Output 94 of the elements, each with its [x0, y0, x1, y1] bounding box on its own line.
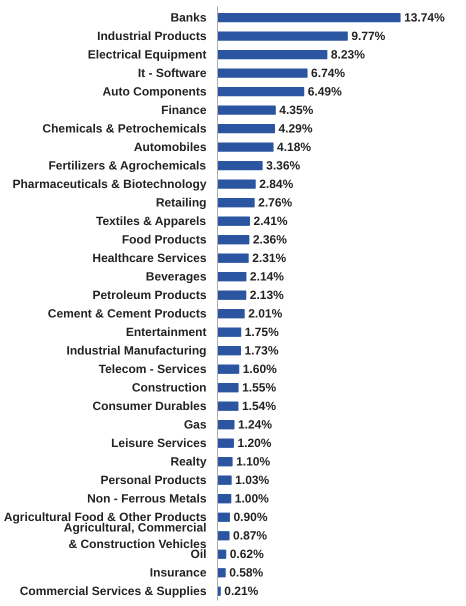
- y-tick-label: Leisure Services: [111, 436, 207, 450]
- y-tick-label: Construction: [132, 380, 207, 395]
- data-label: 3.36%: [266, 158, 301, 173]
- data-label: 1.73%: [244, 344, 279, 358]
- y-tick-label: Pharmaceuticals & Biotechnology: [12, 177, 207, 192]
- bar: [218, 198, 255, 208]
- data-label: 0.90%: [233, 510, 268, 524]
- y-tick-label: Petroleum Products: [92, 288, 207, 302]
- bar: [218, 86, 304, 96]
- data-label: 1.03%: [235, 473, 270, 488]
- data-label: 1.55%: [242, 380, 276, 395]
- bar: [218, 50, 328, 60]
- bar: [218, 216, 250, 226]
- data-label: 2.13%: [250, 288, 284, 302]
- bar: [218, 254, 249, 263]
- bar: [218, 402, 238, 411]
- bar: [218, 586, 221, 596]
- data-label: 9.77%: [351, 29, 386, 44]
- y-tick-label: It - Software: [138, 66, 207, 80]
- bar: [218, 124, 276, 134]
- y-tick-label: Healthcare Services: [92, 251, 207, 266]
- data-label: 2.41%: [254, 214, 288, 228]
- data-label: 6.74%: [311, 66, 346, 80]
- bar: [218, 234, 250, 244]
- y-tick-label: Industrial Manufacturing: [66, 344, 207, 358]
- y-tick-label: Textiles & Apparels: [96, 214, 206, 228]
- y-tick-label: Insurance: [150, 566, 207, 580]
- bar: [218, 328, 242, 337]
- bar: [218, 179, 256, 189]
- bar: [218, 12, 401, 22]
- bar: [218, 272, 246, 282]
- data-label: 1.10%: [236, 454, 270, 469]
- y-tick-label: Fertilizers & Agrochemicals: [48, 158, 206, 173]
- data-label: 1.60%: [242, 362, 278, 376]
- y-tick-label: Realty: [170, 454, 207, 469]
- bar: [218, 346, 241, 356]
- y-tick-label: Non - Ferrous Metals: [87, 492, 207, 506]
- data-label: 8.23%: [330, 48, 366, 62]
- data-label: 4.18%: [277, 140, 312, 154]
- y-tick-label: Commercial Services & Supplies: [20, 584, 207, 598]
- bar: [218, 309, 245, 318]
- bar: [218, 457, 233, 466]
- y-tick-label: Finance: [161, 103, 207, 118]
- bar: [218, 550, 226, 559]
- bar: [218, 31, 348, 41]
- bar: [218, 160, 263, 170]
- data-label: 4.29%: [278, 122, 313, 136]
- bar: [218, 142, 274, 152]
- bar: [218, 105, 276, 115]
- data-label: 0.62%: [230, 547, 264, 562]
- y-tick-label: Gas: [184, 418, 207, 432]
- bar: [218, 494, 232, 504]
- data-label: 2.84%: [259, 177, 294, 192]
- data-label: 4.35%: [279, 103, 314, 118]
- y-tick-label: Cement & Cement Products: [48, 306, 207, 321]
- y-tick-label: Banks: [170, 10, 207, 25]
- y-tick-label: Automobiles: [134, 140, 207, 154]
- data-label: 0.58%: [229, 566, 264, 580]
- data-label: 0.21%: [224, 584, 259, 598]
- data-label: 1.54%: [242, 399, 276, 414]
- bar: [218, 438, 234, 448]
- y-tick-label: Chemicals & Petrochemicals: [42, 122, 207, 136]
- data-label: 1.00%: [234, 492, 270, 506]
- data-label: 2.01%: [248, 306, 283, 321]
- data-label: 6.49%: [308, 84, 342, 99]
- data-label: 13.74%: [404, 10, 446, 25]
- bar: [218, 512, 230, 522]
- data-label: 2.36%: [252, 232, 288, 247]
- data-label: 1.75%: [244, 325, 280, 340]
- y-tick-label: Electrical Equipment: [88, 48, 207, 62]
- data-label: 2.31%: [252, 251, 287, 266]
- y-tick-label: Entertainment: [126, 325, 207, 340]
- data-label: 1.24%: [238, 418, 272, 432]
- y-tick-label: Industrial Products: [97, 29, 207, 44]
- bar: [218, 568, 226, 578]
- y-tick-label: Oil: [190, 547, 207, 562]
- bar: [218, 476, 232, 485]
- data-label: 2.14%: [250, 270, 284, 284]
- y-tick-label: Food Products: [122, 232, 207, 247]
- bar: [218, 364, 240, 374]
- y-tick-label: Personal Products: [100, 473, 207, 488]
- data-label: 0.87%: [233, 528, 268, 543]
- data-label: 1.20%: [237, 436, 272, 450]
- y-tick-label: Beverages: [146, 270, 207, 284]
- bar: [218, 290, 246, 300]
- bar: [218, 383, 239, 392]
- y-tick-label: Retailing: [156, 196, 206, 210]
- data-label: 2.76%: [258, 196, 293, 210]
- y-tick-label: Telecom - Services: [98, 362, 207, 376]
- y-tick-label: Auto Components: [102, 84, 207, 99]
- bar: [218, 531, 230, 540]
- y-tick-label: Consumer Durables: [92, 399, 207, 414]
- bar: [218, 68, 308, 78]
- bar: [218, 420, 234, 430]
